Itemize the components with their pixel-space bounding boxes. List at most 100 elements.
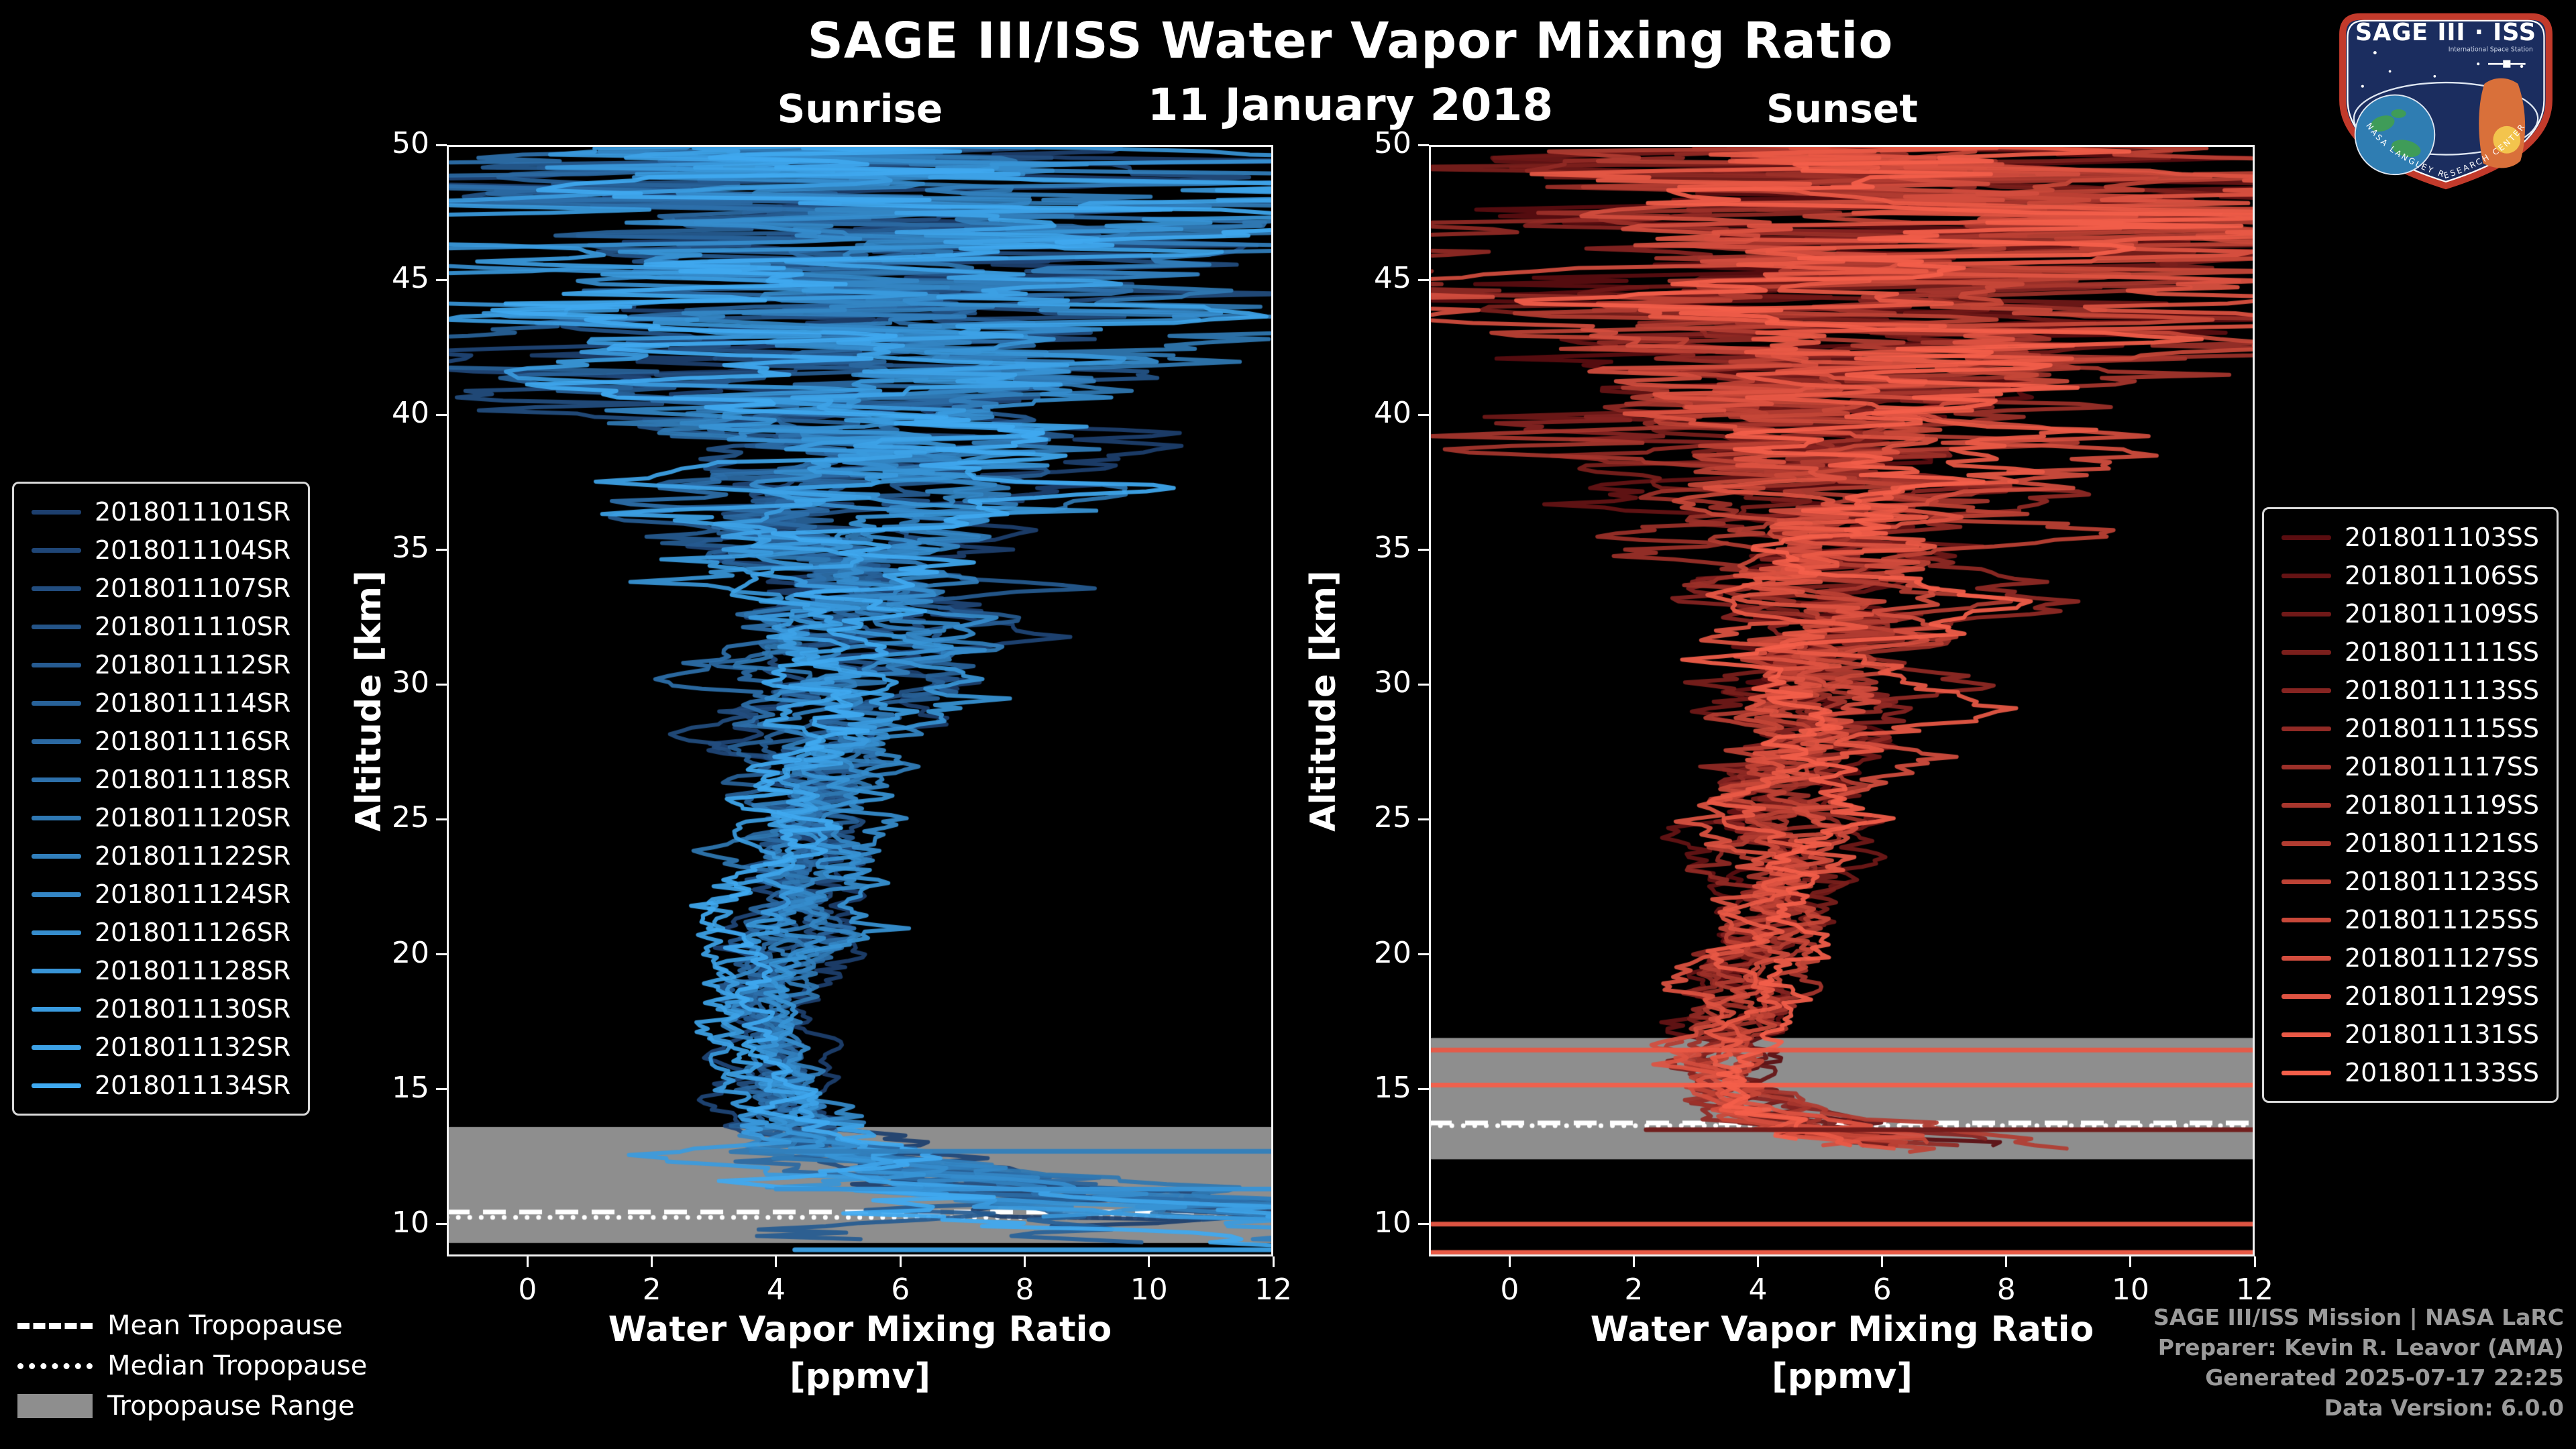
- y-tick-mark: [1418, 413, 1429, 416]
- legend-line-sample: [32, 892, 81, 897]
- y-tick-label: 45: [392, 261, 429, 296]
- x-tick-label: 8: [1015, 1273, 1034, 1307]
- legend-line-sample: [32, 1083, 81, 1088]
- x-tick-mark: [1148, 1256, 1150, 1267]
- x-tick-label: 10: [1130, 1273, 1168, 1307]
- tropopause-range-label: Tropopause Range: [107, 1391, 355, 1421]
- legend-item: 2018011123SS: [2282, 867, 2539, 896]
- legend-line-sample: [32, 1044, 81, 1050]
- y-tick-label: 35: [392, 531, 429, 566]
- legend-line-sample: [2282, 879, 2331, 884]
- legend-item: 2018011127SS: [2282, 943, 2539, 973]
- legend-event-label: 2018011116SR: [95, 727, 291, 756]
- legend-item: 2018011132SR: [32, 1032, 290, 1062]
- x-tick-label: 2: [1624, 1273, 1644, 1307]
- patch-orbit: [2353, 81, 2539, 156]
- y-tick-mark: [436, 413, 447, 416]
- legend-item: 2018011117SS: [2282, 752, 2539, 782]
- legend-item: 2018011116SR: [32, 727, 290, 756]
- mean-tropopause-label: Mean Tropopause: [107, 1310, 343, 1341]
- legend-item: 2018011109SS: [2282, 599, 2539, 629]
- y-tick-label: 30: [392, 665, 429, 700]
- sunset-x-axis-unit: [ppmv]: [1771, 1356, 1913, 1397]
- y-tick-mark: [436, 144, 447, 146]
- legend-line-sample: [2282, 802, 2331, 808]
- y-tick-mark: [436, 278, 447, 281]
- iss-icon: [2488, 60, 2526, 68]
- y-tick-mark: [436, 683, 447, 686]
- y-tick-mark: [436, 548, 447, 551]
- legend-event-label: 2018011107SR: [95, 574, 291, 603]
- legend-item: 2018011124SR: [32, 879, 290, 909]
- y-tick-mark: [1418, 1223, 1429, 1226]
- legend-item: 2018011101SR: [32, 497, 290, 527]
- median-tropopause-label: Median Tropopause: [107, 1350, 368, 1381]
- legend-item: 2018011103SS: [2282, 523, 2539, 552]
- legend-event-label: 2018011106SS: [2345, 561, 2540, 590]
- x-tick-mark: [2129, 1256, 2132, 1267]
- y-tick-label: 40: [1374, 396, 1411, 431]
- patch-sun-disk: [2493, 125, 2521, 154]
- legend-item: 2018011129SS: [2282, 981, 2539, 1011]
- legend-event-label: 2018011118SR: [95, 765, 291, 794]
- legend-event-label: 2018011124SR: [95, 879, 291, 909]
- x-tick-mark: [1023, 1256, 1026, 1267]
- legend-line-sample: [2282, 535, 2331, 540]
- legend-line-sample: [2282, 688, 2331, 693]
- sunset-y-axis-label: Altitude [km]: [1303, 570, 1344, 832]
- credit-data-version: Data Version: 6.0.0: [2324, 1394, 2564, 1421]
- y-tick-label: 10: [392, 1205, 429, 1240]
- y-tick-mark: [1418, 818, 1429, 820]
- legend-line-sample: [32, 815, 81, 820]
- x-tick-label: 12: [1254, 1273, 1292, 1307]
- legend-event-label: 2018011101SR: [95, 497, 291, 527]
- legend-line-sample: [2282, 994, 2331, 999]
- legend-line-sample: [2282, 1070, 2331, 1075]
- x-tick-mark: [775, 1256, 777, 1267]
- y-tick-label: 25: [1374, 800, 1411, 835]
- x-tick-mark: [1881, 1256, 1884, 1267]
- sage-iss-mission-patch: SAGE III · ISS International Space Stati…: [2339, 13, 2553, 190]
- legend-item: 2018011125SS: [2282, 905, 2539, 934]
- legend-item: 2018011120SR: [32, 803, 290, 833]
- legend-line-sample: [2282, 573, 2331, 578]
- legend-item: 2018011121SS: [2282, 828, 2539, 858]
- sunset-plot-panel: 0 2 4 6 8 10 12 10 15 20 25 30 35 40 45 50: [1374, 126, 2273, 1307]
- credit-preparer: Preparer: Kevin R. Leavor (AMA): [2157, 1334, 2564, 1360]
- credit-mission: SAGE III/ISS Mission | NASA LaRC: [2153, 1304, 2564, 1330]
- legend-line-sample: [32, 1006, 81, 1012]
- legend-event-label: 2018011109SS: [2345, 599, 2540, 629]
- legend-item: 2018011114SR: [32, 688, 290, 718]
- legend-event-label: 2018011130SR: [95, 994, 291, 1024]
- y-tick-mark: [436, 1223, 447, 1226]
- legend-event-label: 2018011120SR: [95, 803, 291, 833]
- legend-event-label: 2018011126SR: [95, 918, 291, 947]
- x-tick-mark: [526, 1256, 529, 1267]
- legend-event-label: 2018011129SS: [2345, 981, 2540, 1011]
- y-tick-mark: [1418, 1088, 1429, 1091]
- sunrise-subtitle: Sunrise: [777, 86, 943, 131]
- legend-event-label: 2018011103SS: [2345, 523, 2540, 552]
- legend-item: 2018011110SR: [32, 612, 290, 641]
- patch-earth-land: [2370, 109, 2421, 158]
- x-tick-mark: [1508, 1256, 1511, 1267]
- legend-line-sample: [2282, 726, 2331, 731]
- tropopause-range-legend-item: Tropopause Range: [17, 1387, 355, 1425]
- y-tick-label: 35: [1374, 531, 1411, 566]
- legend-event-label: 2018011121SS: [2345, 828, 2540, 858]
- legend-event-label: 2018011131SS: [2345, 1020, 2540, 1049]
- legend-item: 2018011118SR: [32, 765, 290, 794]
- legend-event-label: 2018011123SS: [2345, 867, 2540, 896]
- legend-item: 2018011113SS: [2282, 676, 2539, 705]
- legend-line-sample: [32, 853, 81, 859]
- legend-event-label: 2018011128SR: [95, 956, 291, 985]
- legend-item: 2018011115SS: [2282, 714, 2539, 743]
- legend-event-label: 2018011133SS: [2345, 1058, 2540, 1087]
- mean-tropopause-line-sample: [17, 1322, 93, 1329]
- y-tick-label: 20: [1374, 935, 1411, 970]
- y-tick-label: 15: [392, 1070, 429, 1105]
- legend-item: 2018011104SR: [32, 535, 290, 565]
- legend-item: 2018011107SR: [32, 574, 290, 603]
- legend-event-label: 2018011110SR: [95, 612, 291, 641]
